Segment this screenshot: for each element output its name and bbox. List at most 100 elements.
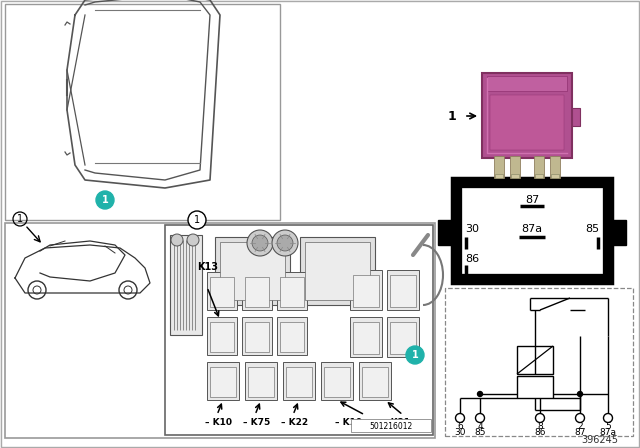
Circle shape [456,414,465,422]
Bar [494,156,504,178]
Bar [248,367,274,397]
Bar [242,317,272,355]
Bar [220,242,285,300]
Bar [445,288,633,436]
Bar [350,317,382,357]
Circle shape [277,235,293,251]
Bar [452,178,612,283]
Text: 1: 1 [447,109,456,122]
Text: 87: 87 [525,195,539,205]
Bar [283,362,315,400]
Circle shape [96,191,114,209]
Circle shape [577,392,582,396]
Text: 1: 1 [194,215,200,225]
Bar [390,275,416,307]
Bar [210,367,236,397]
Circle shape [536,414,545,422]
Text: 1: 1 [17,214,23,224]
Bar [207,317,237,355]
Bar [210,322,234,352]
Bar [277,272,307,310]
Bar [170,235,202,335]
Text: 2: 2 [577,422,583,431]
Bar [5,223,435,438]
Bar [215,237,290,305]
Bar [351,419,431,432]
Text: 501216012: 501216012 [369,422,413,431]
Bar [245,362,277,400]
Bar [165,225,433,435]
Bar [550,156,560,178]
Bar [495,174,503,178]
Bar [551,174,559,178]
Bar [511,174,519,178]
Text: 1: 1 [412,350,419,360]
Text: 87a: 87a [600,427,616,436]
Bar [482,73,572,158]
Text: – K19: – K19 [335,418,362,426]
Bar [487,76,567,91]
Text: 1: 1 [102,195,108,205]
Bar [517,376,553,398]
Bar [517,346,553,374]
Text: – K10: – K10 [205,418,232,426]
Bar [242,272,272,310]
Bar [280,277,304,307]
Bar [324,367,350,397]
Text: 396245: 396245 [582,435,618,445]
Bar [535,174,543,178]
Text: 4: 4 [477,422,483,431]
Bar [353,275,379,307]
Bar [286,367,312,397]
Bar [280,322,304,352]
Text: – K75: – K75 [243,418,270,426]
Text: 85: 85 [474,427,486,436]
Bar [353,322,379,354]
Bar [245,277,269,307]
Bar [387,270,419,310]
Bar [245,322,269,352]
Circle shape [187,234,199,246]
Bar [438,220,452,245]
Text: 85: 85 [585,224,599,234]
Bar [359,362,391,400]
Text: 86: 86 [465,254,479,264]
Text: 87: 87 [574,427,586,436]
Bar [572,108,580,126]
Text: 30: 30 [465,224,479,234]
Circle shape [476,414,484,422]
Text: K13: K13 [197,262,218,272]
Circle shape [252,235,268,251]
Text: 30: 30 [454,427,466,436]
Bar [5,4,280,220]
Bar [362,367,388,397]
Bar [350,270,382,310]
Bar [612,220,626,245]
Circle shape [272,230,298,256]
Text: 86: 86 [534,427,546,436]
Bar [390,322,416,354]
Circle shape [406,346,424,364]
Circle shape [477,392,483,396]
Text: 8: 8 [537,422,543,431]
Bar [300,237,375,305]
Bar [462,188,602,273]
Bar [277,317,307,355]
Circle shape [575,414,584,422]
Circle shape [247,230,273,256]
Bar [210,277,234,307]
Bar [490,95,564,150]
Circle shape [188,211,206,229]
Text: 87a: 87a [522,224,543,234]
Circle shape [604,414,612,422]
Text: – K21: – K21 [383,418,410,426]
Bar [534,156,544,178]
Bar [321,362,353,400]
Text: – K22: – K22 [281,418,308,426]
Bar [387,317,419,357]
Text: 6: 6 [457,422,463,431]
Text: 5: 5 [605,422,611,431]
Circle shape [171,234,183,246]
Bar [207,362,239,400]
Bar [305,242,370,300]
